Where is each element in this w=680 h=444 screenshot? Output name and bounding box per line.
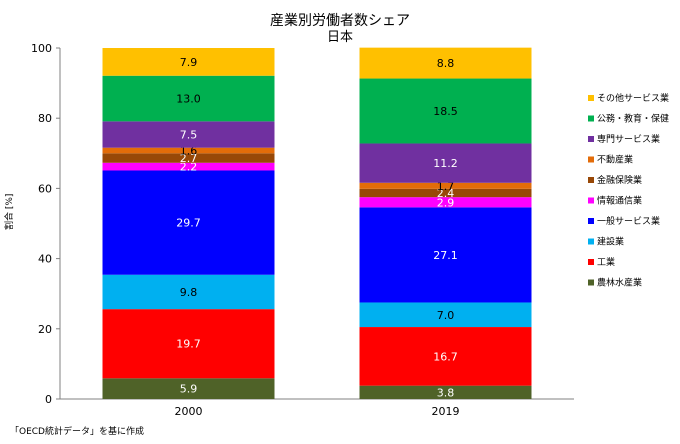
x-tick-label: 2000 xyxy=(175,405,203,418)
bar-segment xyxy=(102,121,275,148)
chart-title: 産業別労働者数シェア xyxy=(270,13,410,29)
legend-swatch xyxy=(588,279,594,286)
bar-segment xyxy=(102,153,275,163)
y-tick-label: 60 xyxy=(38,182,52,195)
data-label: 7.5 xyxy=(180,129,198,142)
bar-segment xyxy=(359,302,532,328)
bar-segment xyxy=(359,182,532,189)
legend-label: 農林水産業 xyxy=(597,277,642,289)
bar-segment xyxy=(359,327,532,386)
y-tick-label: 0 xyxy=(45,393,52,406)
bar-segment xyxy=(102,48,275,76)
bar-segment xyxy=(359,197,532,208)
data-label: 19.7 xyxy=(176,338,201,351)
bar-segment xyxy=(359,78,532,144)
legend-label: 工業 xyxy=(597,256,615,268)
bar-segment xyxy=(102,75,275,122)
legend-label: 専門サービス業 xyxy=(597,133,660,145)
data-label: 1.6 xyxy=(180,144,198,157)
legend-label: 公務・教育・保健 xyxy=(597,113,669,125)
legend-swatch xyxy=(588,95,594,101)
bar-segment xyxy=(102,309,275,379)
y-tick-label: 40 xyxy=(38,253,52,266)
bar-segment xyxy=(102,378,275,399)
legend-swatch xyxy=(588,197,594,204)
chart-subtitle: 日本 xyxy=(326,30,353,45)
bar-segment xyxy=(102,162,275,171)
data-label: 2.2 xyxy=(180,161,198,174)
bar-segment xyxy=(359,188,532,198)
legend-swatch xyxy=(588,259,594,265)
legend-swatch xyxy=(588,218,594,224)
x-tick-label: 2019 xyxy=(432,405,460,418)
y-tick-label: 100 xyxy=(31,42,52,55)
source-note: 「OECD統計データ」を基に作成 xyxy=(10,427,144,437)
data-label: 13.0 xyxy=(176,93,201,106)
bar-segment xyxy=(359,47,532,79)
legend-swatch xyxy=(588,115,594,122)
y-tick-label: 80 xyxy=(38,112,52,125)
bar-segment xyxy=(359,207,532,303)
bar-segment xyxy=(359,143,532,183)
data-label: 11.2 xyxy=(433,157,458,170)
legend-swatch xyxy=(588,156,594,163)
data-label: 2.9 xyxy=(437,196,455,209)
legend-swatch xyxy=(588,177,594,183)
data-label: 3.8 xyxy=(437,386,455,399)
data-label: 1.7 xyxy=(437,180,455,193)
bar-segment xyxy=(359,385,532,399)
legend-label: 不動産業 xyxy=(597,154,633,166)
legend-label: 建設業 xyxy=(597,236,624,248)
legend-label: その他サービス業 xyxy=(597,92,669,104)
data-label: 5.9 xyxy=(180,383,198,396)
legend-label: 一般サービス業 xyxy=(597,215,660,227)
legend-swatch xyxy=(588,136,594,142)
data-label: 7.0 xyxy=(437,309,455,322)
data-label: 18.5 xyxy=(433,105,458,118)
data-label: 2.7 xyxy=(180,152,198,165)
y-tick-label: 20 xyxy=(38,323,52,336)
data-label: 8.8 xyxy=(437,57,455,70)
data-label: 7.9 xyxy=(180,56,198,69)
legend-label: 金融保険業 xyxy=(597,174,642,186)
legend-label: 情報通信業 xyxy=(597,195,642,207)
bar-segment xyxy=(102,170,275,275)
data-label: 16.7 xyxy=(433,350,458,363)
bar-segment xyxy=(102,274,275,310)
data-label: 9.8 xyxy=(180,286,198,299)
data-label: 29.7 xyxy=(176,217,201,230)
bar-segment xyxy=(102,147,275,154)
legend-swatch xyxy=(588,238,594,245)
data-label: 2.4 xyxy=(437,187,455,200)
data-label: 27.1 xyxy=(433,249,458,262)
